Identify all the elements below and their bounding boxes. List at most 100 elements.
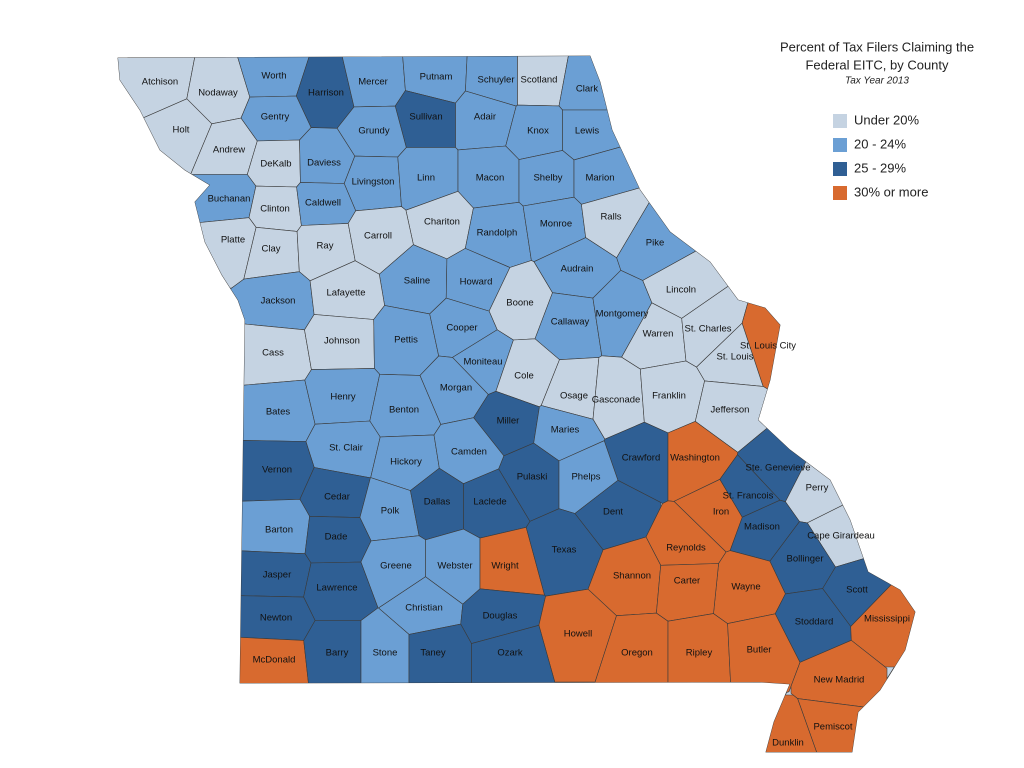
county-label: Monroe xyxy=(540,219,572,230)
county-label: Ste. Genevieve xyxy=(746,463,811,474)
county-label: Benton xyxy=(389,405,419,416)
county-labels: Atchison Nodaway Worth Harrison Mercer Putnam… xyxy=(142,71,910,749)
county-label: Boone xyxy=(506,298,533,309)
county-label: Cape Girardeau xyxy=(807,531,875,542)
county-label: Howard xyxy=(460,277,493,288)
county-label: Lewis xyxy=(575,126,600,137)
county-label: Lincoln xyxy=(666,285,696,296)
county-label: Livingston xyxy=(352,177,395,188)
county-label: Moniteau xyxy=(463,357,502,368)
county-label: Gasconade xyxy=(592,395,641,406)
county-label: Wright xyxy=(491,561,519,572)
county-label: Wayne xyxy=(731,582,760,593)
county-label: Polk xyxy=(381,506,400,517)
county-label: Ray xyxy=(317,241,334,252)
county-label: Schuyler xyxy=(478,75,515,86)
county-label: Shannon xyxy=(613,571,651,582)
county-label: Bollinger xyxy=(787,554,824,565)
county xyxy=(656,563,719,622)
county-label: Osage xyxy=(560,391,588,402)
county-label: Buchanan xyxy=(208,194,251,205)
legend-label: 25 - 29% xyxy=(854,160,906,175)
county-label: Audrain xyxy=(561,264,594,275)
county-label: Cedar xyxy=(324,492,350,503)
county-label: Maries xyxy=(551,425,580,436)
county-label: Knox xyxy=(527,126,549,137)
county-label: Jasper xyxy=(263,570,292,581)
title: Federal EITC, by County xyxy=(805,57,949,72)
county-label: Stoddard xyxy=(795,617,834,628)
county-label: Worth xyxy=(261,71,286,82)
county-label: Pike xyxy=(646,238,664,249)
county-label: Cole xyxy=(514,371,534,382)
counties xyxy=(118,56,915,752)
county-label: Pemiscot xyxy=(813,722,852,733)
county-label: Cooper xyxy=(446,323,477,334)
county-label: Clinton xyxy=(260,204,290,215)
county-label: Scott xyxy=(846,585,868,596)
county-label: Iron xyxy=(713,507,729,518)
county-label: Linn xyxy=(417,173,435,184)
county-label: Newton xyxy=(260,613,292,624)
legend-swatch xyxy=(833,138,847,152)
county-label: Texas xyxy=(552,545,577,556)
county-label: Mississippi xyxy=(864,614,910,625)
county-label: Randolph xyxy=(477,228,518,239)
county-label: Macon xyxy=(476,173,505,184)
county-label: Putnam xyxy=(420,72,453,83)
county-label: Caldwell xyxy=(305,198,341,209)
county-label: Dunklin xyxy=(772,738,804,749)
county-label: Lawrence xyxy=(316,583,357,594)
county-label: Douglas xyxy=(483,611,518,622)
county xyxy=(785,439,866,524)
county xyxy=(558,56,636,111)
county-label: Hickory xyxy=(390,457,422,468)
county-label: St. Charles xyxy=(685,324,732,335)
legend-label: 20 - 24% xyxy=(854,136,906,151)
county-label: Mercer xyxy=(358,77,388,88)
county-label: Holt xyxy=(173,125,190,136)
county-label: DeKalb xyxy=(260,159,291,170)
county-label: Pulaski xyxy=(517,472,548,483)
legend-label: 30% or more xyxy=(854,184,928,199)
county-label: St. Francois xyxy=(723,491,774,502)
county-label: Butler xyxy=(747,645,772,656)
county-label: Cass xyxy=(262,348,284,359)
county-label: Johnson xyxy=(324,336,360,347)
county-label: Perry xyxy=(806,483,829,494)
county-label: Ralls xyxy=(600,212,621,223)
county-label: Washington xyxy=(670,453,720,464)
county-label: St. Louis xyxy=(717,352,754,363)
county-label: Ozark xyxy=(497,648,523,659)
county-label: Christian xyxy=(405,603,443,614)
county-label: Oregon xyxy=(621,648,653,659)
legend-swatch xyxy=(833,162,847,176)
county-label: Crawford xyxy=(622,453,661,464)
county-label: Taney xyxy=(420,648,446,659)
county-label: Morgan xyxy=(440,383,472,394)
county-label: Daviess xyxy=(307,158,341,169)
county-label: Scotland xyxy=(521,75,558,86)
county-label: Clay xyxy=(261,244,280,255)
county-label: Clark xyxy=(576,84,598,95)
county-label: Atchison xyxy=(142,77,178,88)
county-label: Marion xyxy=(585,173,614,184)
county xyxy=(408,623,472,702)
county-label: McDonald xyxy=(253,655,296,666)
legend-label: Under 20% xyxy=(854,112,919,127)
legend: Under 20% 20 - 24% 25 - 29% 30% or more xyxy=(833,112,928,200)
county-label: Carter xyxy=(674,576,700,587)
county-label: Webster xyxy=(437,561,472,572)
county-label: Dade xyxy=(325,532,348,543)
county-label: Franklin xyxy=(652,391,686,402)
county-label: Callaway xyxy=(551,317,590,328)
county-label: St. Clair xyxy=(329,443,363,454)
county-label: Saline xyxy=(404,276,430,287)
county-label: Chariton xyxy=(424,217,460,228)
county-label: Lafayette xyxy=(326,288,365,299)
county-label: Jackson xyxy=(261,296,296,307)
county-label: Barton xyxy=(265,525,293,536)
county-label: Barry xyxy=(326,648,349,659)
county-label: Laclede xyxy=(473,497,506,508)
